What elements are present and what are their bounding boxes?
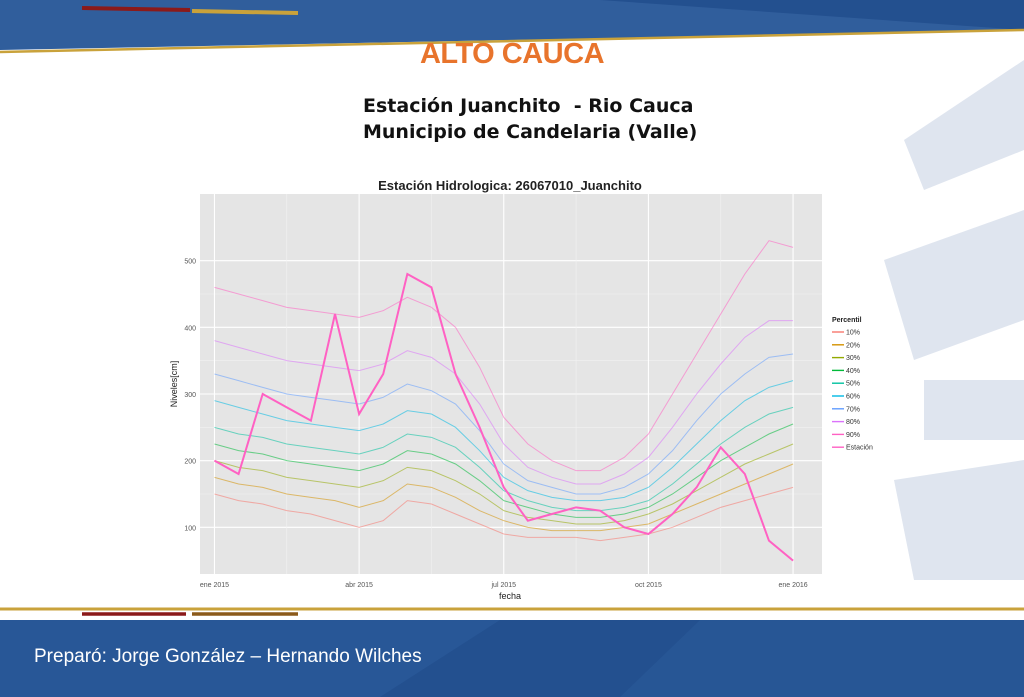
y-axis: 100 200 300 400 500 — [184, 259, 196, 533]
legend-item-label: 50% — [846, 381, 860, 388]
series-line-30pct — [214, 443, 794, 525]
y-tick-label: 200 — [184, 459, 196, 466]
x-tick-label: oct 2015 — [635, 582, 662, 589]
legend-item-label: 20% — [846, 342, 860, 349]
legend-item-label: 30% — [846, 355, 860, 362]
x-tick-label: abr 2015 — [345, 582, 373, 589]
series-line-80pct — [214, 320, 794, 485]
x-tick-label: jul 2015 — [491, 582, 517, 589]
series-line-10pct — [214, 486, 794, 542]
station-name: Estación Juanchito - Rio Cauca — [363, 95, 694, 117]
legend-item-label: 80% — [846, 419, 860, 426]
y-tick-label: 500 — [184, 259, 196, 266]
series-line-estacion — [213, 272, 794, 562]
y-tick-label: 400 — [184, 325, 196, 332]
legend-item-label: 40% — [846, 368, 860, 375]
chart: Estación Hidrologica: 26067010_Juanchito… — [169, 178, 873, 601]
slide-title: ALTO CAUCA — [419, 38, 605, 70]
x-tick-label: ene 2016 — [778, 582, 807, 589]
footer-author: Preparó: Jorge González – Hernando Wilch… — [34, 646, 422, 667]
series-lines — [213, 240, 794, 562]
series-line-70pct — [214, 353, 794, 495]
legend-item-label: 90% — [846, 432, 860, 439]
y-axis-label: Niveles[cm] — [169, 361, 179, 408]
x-axis: ene 2015 abr 2015 jul 2015 oct 2015 ene 2016 — [200, 582, 808, 589]
station-info: Estación Juanchito - Rio Cauca Municipio … — [363, 93, 697, 145]
legend: Percentil 10% 20% 30% 40% 50% 60% 70% 80% 90% Est… — [832, 317, 873, 452]
series-line-50pct — [214, 406, 794, 512]
top-banner — [0, 0, 1024, 62]
series-line-20pct — [214, 463, 794, 532]
decorative-logo-shape — [884, 60, 1024, 580]
y-tick-label: 100 — [184, 525, 196, 532]
series-line-90pct — [214, 240, 794, 472]
series-line-60pct — [214, 380, 794, 502]
y-tick-label: 300 — [184, 392, 196, 399]
x-tick-label: ene 2015 — [200, 582, 229, 589]
legend-item-label: 10% — [846, 330, 860, 337]
station-municipality: Municipio de Candelaria (Valle) — [363, 121, 698, 143]
x-axis-label: fecha — [499, 591, 521, 601]
chart-title: Estación Hidrologica: 26067010_Juanchito — [378, 178, 642, 193]
plot-panel — [200, 194, 822, 574]
legend-item-label: Estación — [846, 445, 873, 452]
series-line-40pct — [214, 423, 794, 518]
legend-item-label: 70% — [846, 406, 860, 413]
legend-item-label: 60% — [846, 394, 860, 401]
bottom-banner — [0, 606, 1024, 697]
legend-title: Percentil — [832, 317, 862, 324]
